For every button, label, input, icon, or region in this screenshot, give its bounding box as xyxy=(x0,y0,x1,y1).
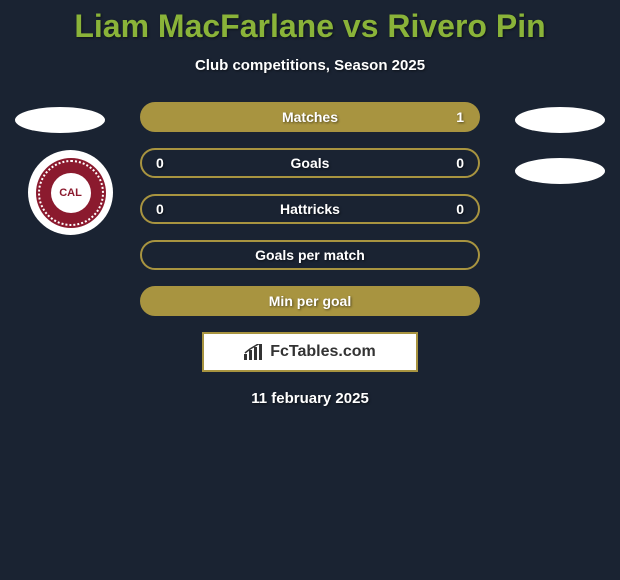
stat-row-goals: 0 Goals 0 xyxy=(140,148,480,178)
stat-left-value: 0 xyxy=(156,201,164,217)
stat-label: Goals xyxy=(291,155,330,171)
stat-left-value: 0 xyxy=(156,155,164,171)
stat-label: Hattricks xyxy=(280,201,340,217)
subtitle: Club competitions, Season 2025 xyxy=(0,57,620,74)
stats-area: CAL Matches 1 0 Goals 0 0 Hattricks 0 xyxy=(0,102,620,407)
stat-label: Goals per match xyxy=(255,247,365,263)
stat-label: Min per goal xyxy=(269,293,351,309)
stat-label: Matches xyxy=(282,109,338,125)
stat-row-mpg: Min per goal xyxy=(140,286,480,316)
stat-row-hattricks: 0 Hattricks 0 xyxy=(140,194,480,224)
stat-row-gpm: Goals per match xyxy=(140,240,480,270)
fctables-logo[interactable]: FcTables.com xyxy=(202,332,418,372)
player-left-ellipse xyxy=(15,107,105,133)
date-text: 11 february 2025 xyxy=(0,390,620,407)
logo-text: FcTables.com xyxy=(270,343,376,361)
stat-right-value: 0 xyxy=(456,155,464,171)
stat-right-value: 0 xyxy=(456,201,464,217)
club-badge-inner: CAL xyxy=(36,158,106,228)
club-badge-text: CAL xyxy=(51,173,91,213)
player-right-ellipse-2 xyxy=(515,158,605,184)
comparison-container: Liam MacFarlane vs Rivero Pin Club compe… xyxy=(0,0,620,407)
stat-right-value: 1 xyxy=(456,109,464,125)
comparison-title: Liam MacFarlane vs Rivero Pin xyxy=(0,8,620,45)
club-badge: CAL xyxy=(28,150,113,235)
player-right-ellipse-1 xyxy=(515,107,605,133)
stat-row-matches: Matches 1 xyxy=(140,102,480,132)
chart-icon xyxy=(244,344,264,360)
